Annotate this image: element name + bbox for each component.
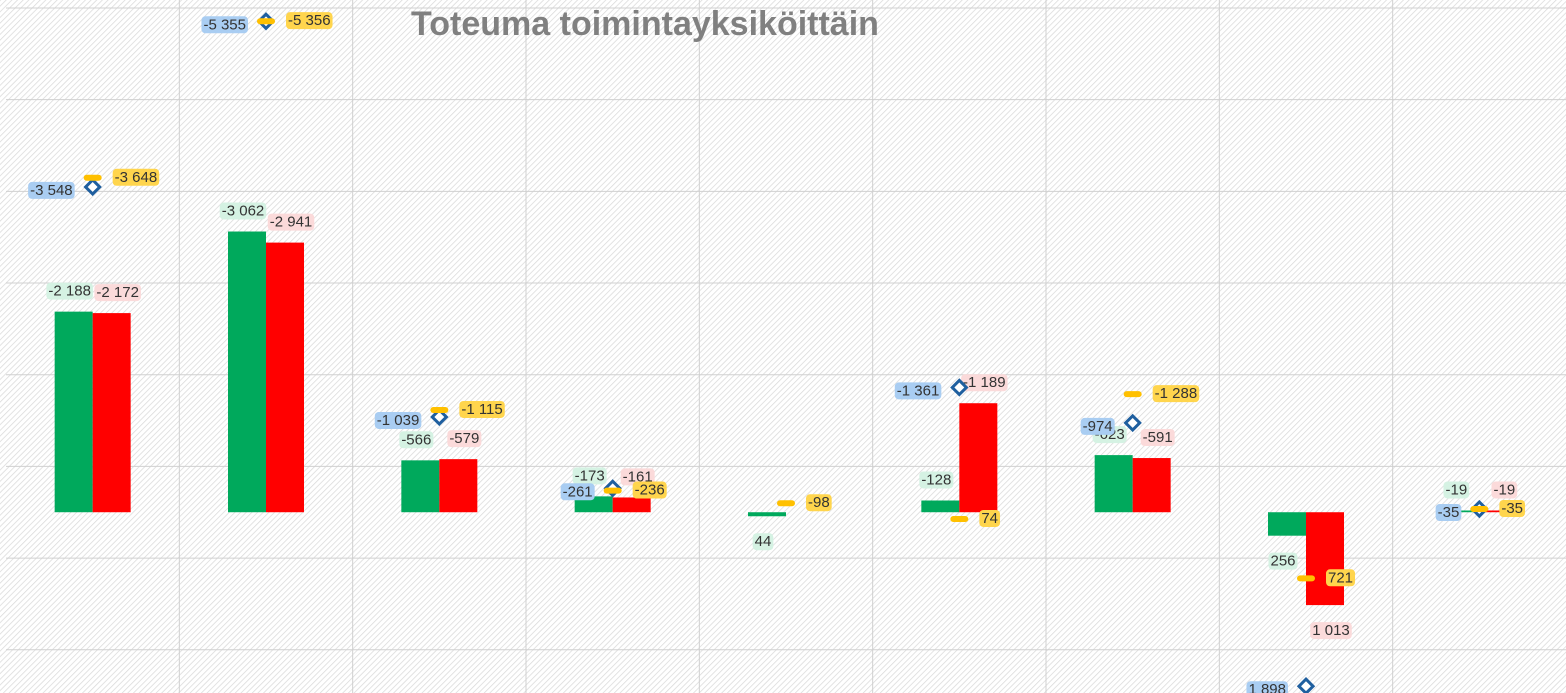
data-label: -974 [1083,418,1113,435]
data-label: 721 [1328,569,1353,586]
data-label: -2 172 [96,284,139,301]
data-label-bg [1499,499,1526,517]
data-label-bg [94,284,141,302]
diamond-marker [430,407,449,427]
bar [92,313,131,513]
data-label-bg [112,168,160,186]
dash-marker [430,407,449,414]
data-label-bg [459,400,505,418]
data-label: -1 115 [461,401,502,418]
dash-marker [83,174,102,181]
data-label-bg [46,282,93,300]
bar [1132,458,1171,513]
data-label-bg [1268,552,1298,570]
bar [401,460,440,513]
data-label: -173 [575,467,605,484]
data-label: -3 648 [115,169,158,186]
data-label: 44 [755,533,772,550]
data-label-bg [267,213,315,231]
data-label-bg [1491,481,1518,499]
data-label: 1 013 [1312,622,1350,639]
data-label-bg [572,467,607,485]
data-label: -19 [1445,481,1467,498]
bar [1479,510,1518,513]
bar [54,311,93,513]
data-label: -3 548 [30,182,73,199]
data-label-bg [620,468,655,486]
data-label-bg [1435,503,1462,521]
data-label: 256 [1270,553,1295,570]
data-label-bg [919,471,954,489]
dash-marker [1297,575,1315,582]
data-label-bg [286,12,333,30]
data-label-bg [1152,385,1200,403]
bar [921,500,960,513]
data-label: -579 [449,430,479,447]
chart-title: Toteuma toimintayksiköittäin [411,5,879,43]
data-label-bg [374,411,422,429]
data-label: -1 288 [1155,385,1198,402]
data-label: -35 [1438,504,1460,521]
data-label-bg [1080,417,1115,435]
dash-marker [603,487,622,494]
data-label-bg [752,533,774,551]
data-label: -5 356 [288,12,331,29]
bar [228,231,266,513]
dash-marker [1123,391,1142,398]
bar [1268,512,1306,536]
data-label: -5 355 [203,16,246,33]
data-label-bg [447,430,482,448]
data-label: -19 [1493,481,1515,498]
data-label: -35 [1501,500,1523,517]
data-label: -1 039 [377,412,420,429]
dash-marker [950,516,969,523]
data-label-bg [560,483,595,501]
data-label: 74 [981,510,998,527]
data-label: -591 [1143,429,1173,446]
data-label-bg [399,431,434,449]
data-label: -2 941 [270,214,313,231]
data-label-bg [1246,681,1288,693]
diamond-marker [1123,413,1142,433]
data-label-bg [219,202,267,220]
dash-marker [257,18,275,25]
data-label-bg [28,181,75,199]
diamond-marker [950,378,969,397]
data-label-bg [1326,569,1356,587]
data-label: 1 898 [1248,681,1286,693]
dash-marker [1470,506,1489,513]
data-label-bg [1443,481,1470,499]
data-label-bg [632,481,667,499]
bar [266,242,304,513]
data-label: -236 [635,482,665,499]
data-label-bg [1310,622,1352,640]
bar [1094,455,1133,513]
data-label-bg [979,509,1001,527]
diamond-marker [1296,677,1316,693]
bar [612,497,651,513]
bar [959,403,998,513]
bar [439,459,478,513]
bar [748,512,786,517]
data-label: -98 [808,494,830,511]
diamond-marker [83,177,102,197]
data-label: -1 189 [963,374,1006,391]
bar [1306,512,1344,606]
dash-marker [777,500,795,507]
data-label: -566 [401,431,431,448]
data-label: -2 188 [48,283,91,300]
data-label-bg [961,374,1008,392]
data-label: -161 [623,468,653,485]
data-label: -1 361 [897,382,940,399]
data-label-bg [201,16,248,34]
data-label: -261 [563,483,593,500]
data-label-bg [806,494,832,512]
data-label: -3 062 [222,202,265,219]
data-label-bg [1140,429,1175,447]
data-label: -128 [921,471,951,488]
bar [574,496,613,513]
data-label-bg [894,382,942,400]
